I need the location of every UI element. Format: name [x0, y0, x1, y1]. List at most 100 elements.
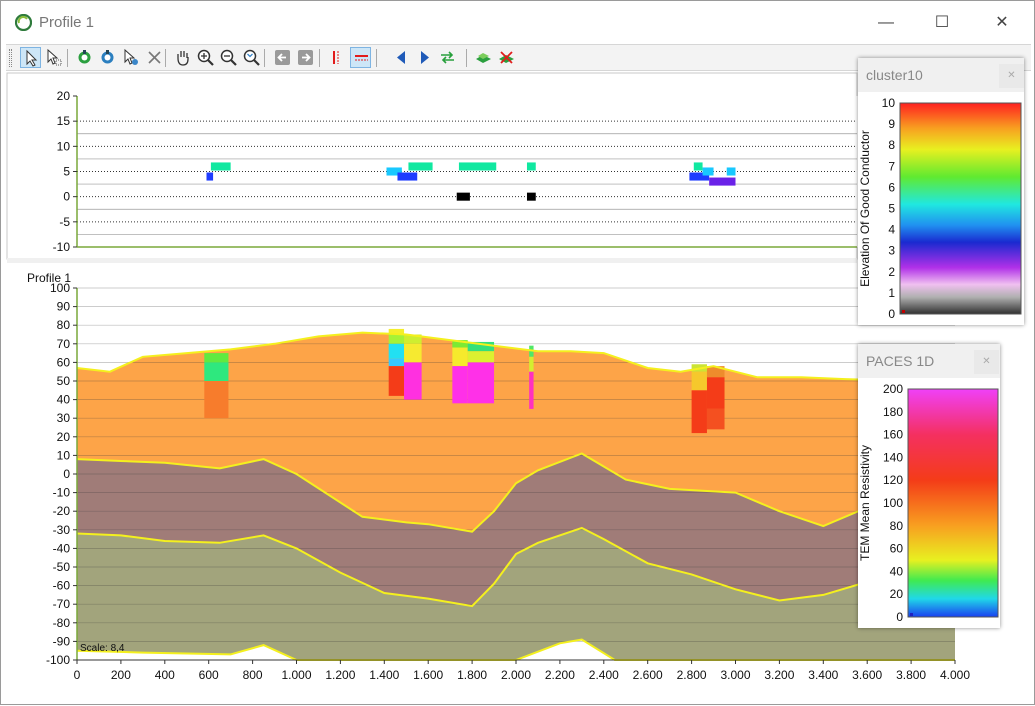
sounding-segment — [691, 390, 707, 434]
main-x-tick-label: 2.000 — [501, 668, 531, 682]
layer-boundary-layer2-top — [76, 452, 956, 533]
select-multi-button[interactable] — [43, 47, 64, 68]
resistivity-sounding[interactable] — [388, 328, 405, 396]
resistivity-sounding[interactable] — [691, 364, 707, 434]
delete-x-button[interactable] — [144, 47, 165, 68]
resistivity-sounding[interactable] — [467, 341, 495, 404]
cluster-mark[interactable] — [408, 162, 433, 171]
plot-splitter[interactable] — [7, 258, 857, 263]
cluster-mark[interactable] — [206, 172, 214, 181]
toolbar-separator — [264, 49, 265, 67]
sounding-segment — [404, 334, 422, 344]
cluster-mark[interactable] — [456, 192, 470, 201]
cluster-mark[interactable] — [526, 192, 536, 201]
sounding-segment — [706, 366, 725, 378]
main-x-tick-label: 400 — [155, 668, 175, 682]
close-button[interactable]: ✕ — [995, 14, 1009, 31]
main-x-tick-label: 200 — [111, 668, 131, 682]
main-x-tick-label: 3.600 — [852, 668, 882, 682]
legend-color-bar — [899, 102, 1022, 315]
layer-remove-button[interactable] — [496, 47, 517, 68]
main-x-tick-label: 3.000 — [720, 668, 750, 682]
cluster-mark[interactable] — [702, 167, 714, 176]
layer-4-fill — [77, 639, 955, 660]
sounding-segment — [388, 366, 405, 396]
cluster-mark[interactable] — [689, 172, 710, 181]
resistivity-sounding[interactable] — [404, 334, 422, 400]
sounding-segment — [388, 328, 405, 335]
cluster-mark[interactable] — [709, 177, 736, 186]
sounding-segment — [204, 381, 229, 419]
main-x-tick-label: 1.600 — [413, 668, 443, 682]
layer-boundary-surface — [76, 331, 955, 382]
resistivity-sounding[interactable] — [204, 353, 229, 419]
cluster-mark[interactable] — [210, 162, 231, 171]
resistivity-sounding[interactable] — [452, 340, 468, 404]
cluster-legend-title: cluster10 — [866, 67, 923, 83]
legend-marker — [902, 310, 905, 313]
resistivity-sounding[interactable] — [706, 366, 725, 430]
toolbar-grip[interactable] — [9, 49, 12, 67]
layer-green-button[interactable] — [473, 47, 494, 68]
paces-legend-close-button[interactable]: ✕ — [974, 350, 999, 374]
legend-tick-label: 2 — [888, 265, 895, 279]
sounding-segment — [388, 334, 405, 344]
forward-arrow-button[interactable] — [295, 47, 316, 68]
legend-axis-label: TEM Mean Resistivity — [858, 445, 872, 561]
vertical-lines-button[interactable] — [326, 47, 347, 68]
main-x-tick-label: 600 — [199, 668, 219, 682]
profile-label: Profile 1 — [27, 271, 71, 285]
legend-tick-label: 80 — [890, 519, 904, 533]
back-arrow-button[interactable] — [272, 47, 293, 68]
sounding-segment — [204, 362, 229, 381]
maximize-button[interactable]: ☐ — [934, 14, 950, 31]
cluster-mark[interactable] — [397, 172, 418, 181]
main-x-tick-label: 3.200 — [764, 668, 794, 682]
legend-tick-label: 3 — [888, 244, 895, 258]
sounding-segment — [467, 341, 495, 352]
main-y-tick-label: 50 — [57, 374, 71, 388]
refresh-green-icon — [78, 50, 91, 64]
previous-triangle-button[interactable] — [391, 47, 412, 68]
next-triangle-button[interactable] — [414, 47, 435, 68]
previous-triangle-icon — [397, 51, 405, 64]
pointer-settings-icon — [124, 48, 138, 65]
sounding-segment — [467, 351, 495, 363]
top-y-tick-label: 0 — [63, 190, 70, 204]
sounding-segment — [529, 356, 534, 372]
zoom-in-button[interactable] — [195, 47, 216, 68]
pointer-settings-button[interactable] — [120, 47, 141, 68]
zoom-out-button[interactable] — [218, 47, 239, 68]
main-y-tick-label: -100 — [46, 653, 70, 667]
sounding-segment — [691, 371, 707, 391]
cluster-legend-close-button[interactable]: ✕ — [999, 64, 1024, 88]
pan-hand-button[interactable] — [172, 47, 193, 68]
window-title: Profile 1 — [39, 14, 95, 31]
cluster-mark[interactable] — [526, 162, 536, 171]
cluster-mark[interactable] — [386, 167, 402, 176]
horizontal-lines-button[interactable] — [350, 47, 371, 68]
sounding-segment — [452, 340, 468, 348]
refresh-green-button[interactable] — [74, 47, 95, 68]
legend-tick-label: 10 — [882, 96, 896, 110]
main-y-tick-label: 30 — [57, 411, 71, 425]
app-logo-icon — [15, 14, 32, 31]
select-arrow-button[interactable] — [20, 47, 41, 68]
main-y-tick-label: -10 — [53, 486, 71, 500]
main-y-tick-label: -60 — [53, 579, 71, 593]
minimize-button[interactable]: — — [878, 14, 894, 31]
main-y-tick-label: -70 — [53, 597, 71, 611]
cluster-mark[interactable] — [726, 167, 736, 176]
main-x-tick-label: 2.200 — [545, 668, 575, 682]
swap-arrows-button[interactable] — [437, 47, 458, 68]
zoom-extent-button[interactable] — [241, 47, 262, 68]
refresh-blue-icon — [101, 50, 114, 64]
main-x-tick-label: 3.800 — [896, 668, 926, 682]
sounding-segment — [404, 362, 422, 400]
resistivity-sounding[interactable] — [529, 345, 534, 409]
cluster-mark[interactable] — [458, 162, 497, 171]
cluster-mark[interactable] — [693, 162, 703, 171]
refresh-blue-button[interactable] — [97, 47, 118, 68]
